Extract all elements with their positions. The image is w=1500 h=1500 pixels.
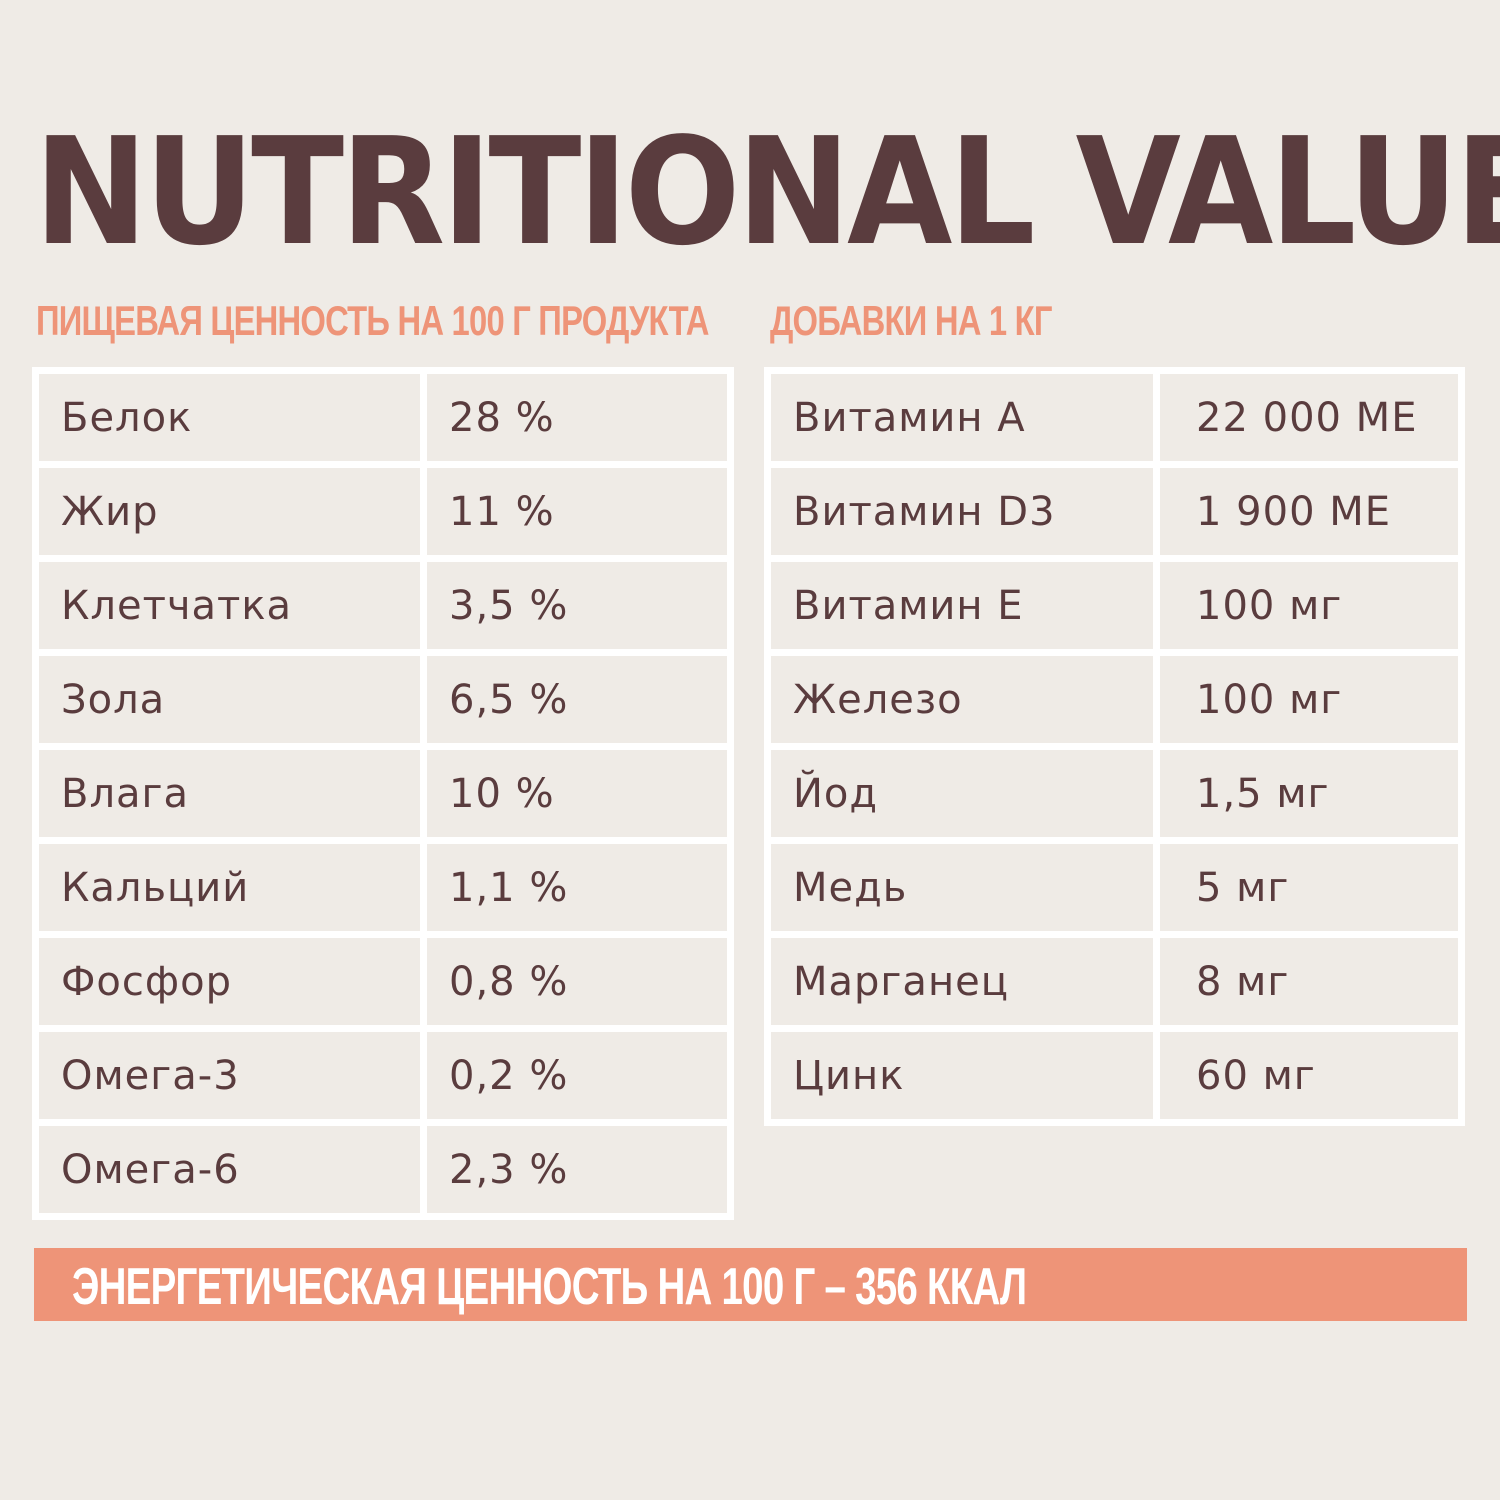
table-row: Витамин А 22 000 МЕ xyxy=(771,374,1458,461)
nutrient-name: Влага xyxy=(39,750,420,837)
table-row: Цинк 60 мг xyxy=(771,1032,1458,1119)
table-row: Омега-3 0,2 % xyxy=(39,1032,727,1119)
additive-value: 60 мг xyxy=(1160,1032,1458,1119)
nutrient-name: Белок xyxy=(39,374,420,461)
additive-name: Медь xyxy=(771,844,1153,931)
table-row: Жир 11 % xyxy=(39,468,727,555)
table-row: Витамин Е 100 мг xyxy=(771,562,1458,649)
page-title: NUTRITIONAL VALUE xyxy=(34,106,1500,278)
nutrient-name: Фосфор xyxy=(39,938,420,1025)
nutrient-name: Омега-6 xyxy=(39,1126,420,1213)
nutrition-heading: ПИЩЕВАЯ ЦЕННОСТЬ НА 100 Г ПРОДУКТА xyxy=(36,297,709,344)
table-row: Кальций 1,1 % xyxy=(39,844,727,931)
table-row: Влага 10 % xyxy=(39,750,727,837)
table-row: Зола 6,5 % xyxy=(39,656,727,743)
additive-name: Марганец xyxy=(771,938,1153,1025)
nutrient-value: 0,2 % xyxy=(427,1032,727,1119)
nutrient-name: Кальций xyxy=(39,844,420,931)
nutrient-name: Омега-3 xyxy=(39,1032,420,1119)
table-row: Омега-6 2,3 % xyxy=(39,1126,727,1213)
additive-value: 1 900 МЕ xyxy=(1160,468,1458,555)
nutrient-value: 11 % xyxy=(427,468,727,555)
nutrient-name: Зола xyxy=(39,656,420,743)
table-row: Йод 1,5 мг xyxy=(771,750,1458,837)
additive-value: 5 мг xyxy=(1160,844,1458,931)
additive-name: Железо xyxy=(771,656,1153,743)
nutrient-value: 2,3 % xyxy=(427,1126,727,1213)
nutrient-value: 10 % xyxy=(427,750,727,837)
table-row: Фосфор 0,8 % xyxy=(39,938,727,1025)
nutrient-name: Жир xyxy=(39,468,420,555)
nutrient-value: 0,8 % xyxy=(427,938,727,1025)
additive-value: 8 мг xyxy=(1160,938,1458,1025)
additive-name: Йод xyxy=(771,750,1153,837)
nutrition-table: Белок 28 % Жир 11 % Клетчатка 3,5 % Зола… xyxy=(32,367,734,1220)
additives-heading: ДОБАВКИ НА 1 КГ xyxy=(770,297,1052,344)
table-row: Железо 100 мг xyxy=(771,656,1458,743)
additive-name: Витамин D3 xyxy=(771,468,1153,555)
nutrient-value: 1,1 % xyxy=(427,844,727,931)
table-row: Витамин D3 1 900 МЕ xyxy=(771,468,1458,555)
table-row: Белок 28 % xyxy=(39,374,727,461)
nutrient-value: 3,5 % xyxy=(427,562,727,649)
table-row: Клетчатка 3,5 % xyxy=(39,562,727,649)
additive-name: Цинк xyxy=(771,1032,1153,1119)
additive-value: 1,5 мг xyxy=(1160,750,1458,837)
nutrient-value: 28 % xyxy=(427,374,727,461)
additive-value: 100 мг xyxy=(1160,656,1458,743)
table-row: Медь 5 мг xyxy=(771,844,1458,931)
additive-value: 100 мг xyxy=(1160,562,1458,649)
energy-value-text: ЭНЕРГЕТИЧЕСКАЯ ЦЕННОСТЬ НА 100 Г – 356 К… xyxy=(72,1258,1027,1316)
additives-table: Витамин А 22 000 МЕ Витамин D3 1 900 МЕ … xyxy=(764,367,1465,1126)
nutrient-name: Клетчатка xyxy=(39,562,420,649)
nutrient-value: 6,5 % xyxy=(427,656,727,743)
table-row: Марганец 8 мг xyxy=(771,938,1458,1025)
additive-name: Витамин Е xyxy=(771,562,1153,649)
additive-name: Витамин А xyxy=(771,374,1153,461)
additive-value: 22 000 МЕ xyxy=(1160,374,1458,461)
energy-banner: ЭНЕРГЕТИЧЕСКАЯ ЦЕННОСТЬ НА 100 Г – 356 К… xyxy=(34,1248,1467,1321)
